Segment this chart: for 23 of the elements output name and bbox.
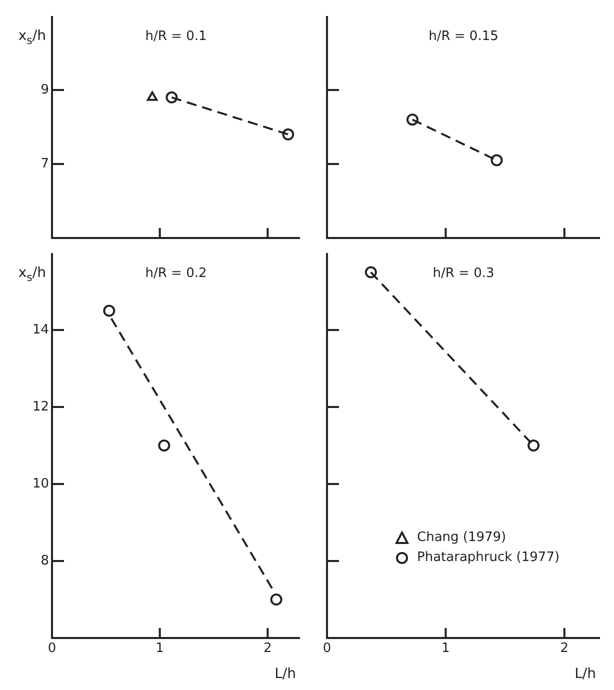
- y-tick-label: 8: [40, 553, 49, 568]
- x-tick-label: 2: [560, 641, 569, 656]
- y-tick-label: 12: [32, 399, 49, 414]
- x-tick-label: 1: [156, 641, 164, 656]
- text: h/R = 0.3: [432, 266, 494, 281]
- text: Chang (1979): [417, 530, 506, 545]
- point: [103, 304, 116, 317]
- text: h/R = 0.15: [428, 29, 498, 44]
- text: h/R = 0.1: [145, 29, 207, 44]
- y-tick-label: 9: [40, 82, 49, 98]
- x-tick-label: 0: [322, 641, 332, 656]
- y-tick-label: 7: [40, 156, 49, 172]
- point: [158, 440, 170, 452]
- text: h/R = 0.2: [145, 266, 207, 281]
- y-tick-label: 10: [32, 476, 49, 492]
- legend-label: Phataraphruck (1977): [417, 549, 560, 567]
- y-tick-label: 14: [32, 322, 49, 338]
- x-tick-label: 1: [442, 641, 450, 656]
- x-axis-title: L/h: [274, 666, 296, 682]
- x-tick-label: 2: [264, 641, 272, 656]
- x-axis-title: L/h: [574, 666, 596, 682]
- x-tick-label: 0: [48, 641, 56, 656]
- point: [270, 594, 282, 606]
